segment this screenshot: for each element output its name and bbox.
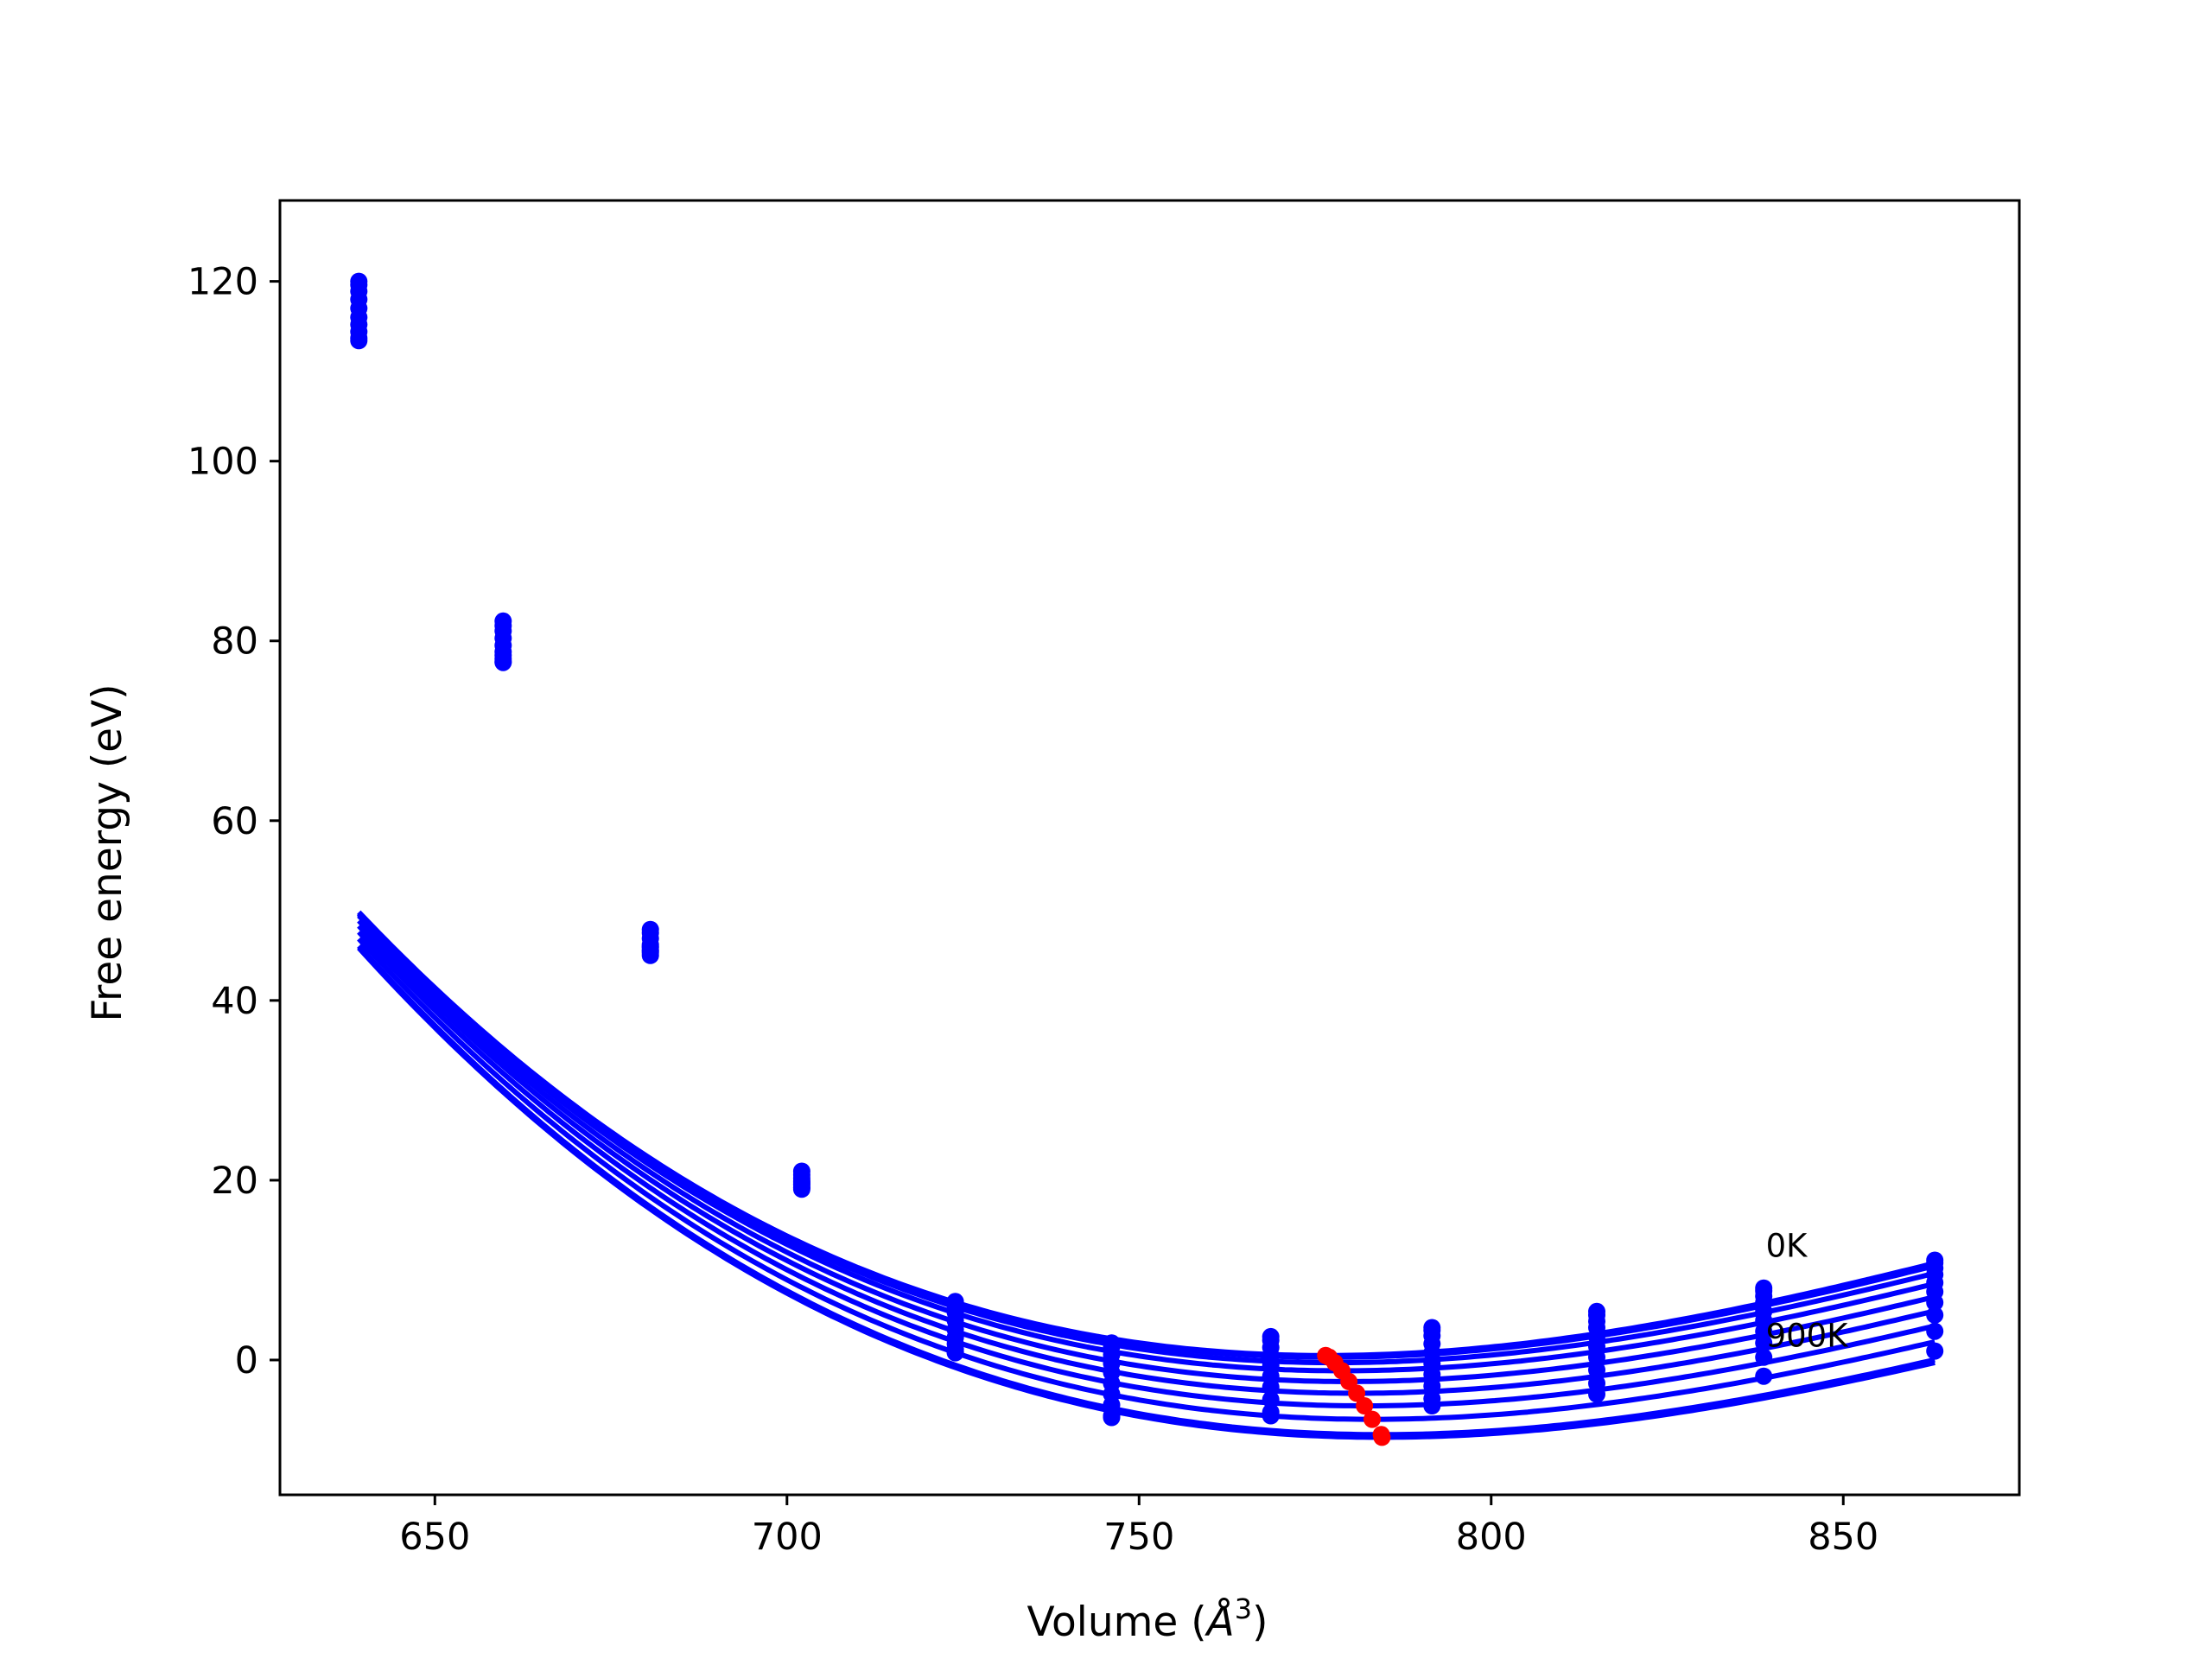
data-point-700K-10 [1926,1306,1944,1324]
fit-curve-300K [357,913,1936,1374]
y-tick-label-60: 60 [211,800,258,843]
data-point-900K-0 [350,332,368,350]
data-point-800K-10 [1926,1322,1944,1340]
x-axis-title-close: ) [1252,1599,1268,1646]
plot-area: 0K 900K [350,272,1944,1446]
data-point-700K-9 [1755,1334,1773,1352]
data-point-600K-8 [1588,1348,1605,1366]
data-point-600K-10 [1926,1294,1944,1312]
fit-curve-600K [357,930,1936,1408]
y-tick-label-20: 20 [211,1160,258,1203]
fit-curve-500K [357,924,1936,1396]
data-point-900K-9 [1755,1367,1773,1385]
x-tick-label-850: 850 [1808,1516,1878,1559]
curve-label-0K: 0K [1766,1227,1809,1264]
data-point-700K-7 [1423,1377,1441,1395]
data-point-900K-3 [792,1172,810,1190]
axes-frame [278,199,2021,1497]
data-point-900K-1 [494,653,512,671]
data-point-900K-10 [1926,1342,1944,1360]
data-point-900K-6 [1262,1407,1280,1425]
x-axis-title-text: Volume ( [1027,1599,1207,1646]
y-axis-title: Free energy (eV) [84,683,131,1021]
minimum-point-7 [1363,1410,1381,1428]
fit-curve-700K [357,937,1936,1422]
fit-curve-900K [357,945,1936,1440]
minimum-point-6 [1356,1397,1374,1414]
x-tick-label-750: 750 [1103,1516,1174,1559]
x-tick-label-800: 800 [1456,1516,1527,1559]
y-tick-label-80: 80 [211,620,258,664]
curve-label-900K: 900K [1766,1317,1850,1354]
y-tick-label-40: 40 [211,980,258,1023]
y-tick-label-120: 120 [188,261,258,304]
minimum-point-5 [1348,1384,1366,1402]
data-point-900K-4 [946,1344,964,1362]
x-axis-title-symbol: Å [1205,1599,1235,1646]
y-tick-label-0: 0 [235,1339,258,1382]
data-point-700K-6 [1262,1390,1280,1408]
x-tick-label-700: 700 [752,1516,823,1559]
y-tick-label-100: 100 [188,441,258,484]
minimum-point-9 [1373,1428,1391,1446]
x-axis-title: Volume (Å3) [1027,1592,1268,1646]
data-point-900K-8 [1588,1385,1605,1403]
data-point-700K-8 [1588,1361,1605,1379]
axes: 650 700 750 800 850 0 20 40 60 80 100 120 [188,199,2021,1559]
data-point-900K-7 [1423,1397,1441,1414]
data-point-600K-6 [1262,1378,1280,1396]
x-tick-label-650: 650 [399,1516,470,1559]
x-axis-title-exponent: 3 [1235,1592,1252,1625]
data-point-800K-9 [1755,1348,1773,1366]
fit-curve-200K [357,911,1936,1366]
fit-curve-400K [357,918,1936,1384]
data-point-900K-5 [1103,1408,1121,1427]
data-point-900K-2 [641,938,659,956]
